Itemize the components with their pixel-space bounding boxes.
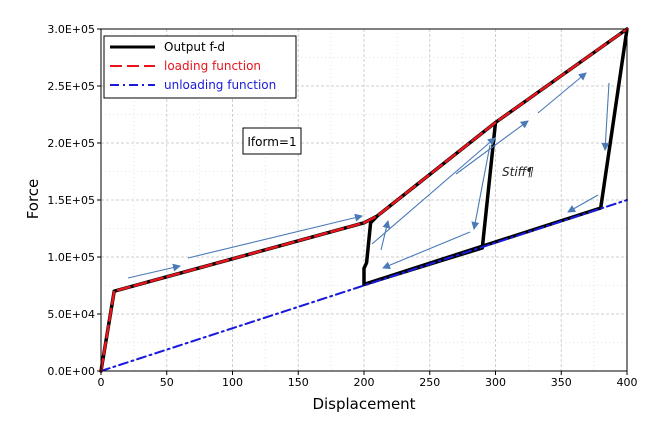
iform-box <box>242 127 302 155</box>
x-tick-label: 0 <box>98 376 105 389</box>
direction-arrow <box>567 194 599 213</box>
direction-arrow <box>127 263 181 279</box>
y-tick-label: 0.0E+00 <box>47 365 95 378</box>
iform-annotation: Iform=1 <box>242 127 302 155</box>
y-tick-label: 2.0E+05 <box>47 137 95 150</box>
direction-arrow <box>187 213 363 259</box>
direction-arrow <box>601 82 610 151</box>
direction-arrow <box>471 144 491 230</box>
x-tick-label: 400 <box>617 376 638 389</box>
x-tick-label: 200 <box>354 376 375 389</box>
legend: Output f-d loading function unloading fu… <box>103 35 297 99</box>
direction-arrow <box>537 72 587 114</box>
direction-arrow <box>371 137 496 245</box>
direction-arrow <box>382 231 471 270</box>
legend-label-output: Output f-d <box>164 40 225 54</box>
x-tick-label: 150 <box>288 376 309 389</box>
direction-arrows <box>127 72 610 279</box>
y-axis: 0.0E+00 5.0E+04 1.0E+05 1.5E+05 2.0E+05 2.5E+… <box>47 23 101 378</box>
legend-label-loading: loading function <box>164 59 261 73</box>
y-axis-title: Force <box>24 179 42 220</box>
series-line-unloading-function <box>100 199 628 372</box>
direction-arrow <box>455 120 529 175</box>
stiff-label: Stiff¶ <box>502 165 534 179</box>
x-tick-label: 50 <box>160 376 174 389</box>
direction-arrow <box>380 220 391 251</box>
iform-label: Iform=1 <box>247 135 296 149</box>
y-tick-label: 5.0E+04 <box>47 308 95 321</box>
x-axis: 0 50 100 150 200 250 300 350 400 <box>98 371 638 389</box>
legend-label-unloading: unloading function <box>164 78 276 92</box>
x-axis-title: Displacement <box>312 395 415 413</box>
x-tick-label: 300 <box>485 376 506 389</box>
x-tick-label: 250 <box>419 376 440 389</box>
series-line-loading-function <box>99 27 629 373</box>
y-tick-label: 1.0E+05 <box>47 251 95 264</box>
plot-area <box>99 27 629 373</box>
y-tick-label: 1.5E+05 <box>47 194 95 207</box>
y-tick-label: 2.5E+05 <box>47 80 95 93</box>
x-tick-label: 350 <box>551 376 572 389</box>
x-tick-label: 100 <box>222 376 243 389</box>
y-tick-label: 3.0E+05 <box>47 23 95 36</box>
